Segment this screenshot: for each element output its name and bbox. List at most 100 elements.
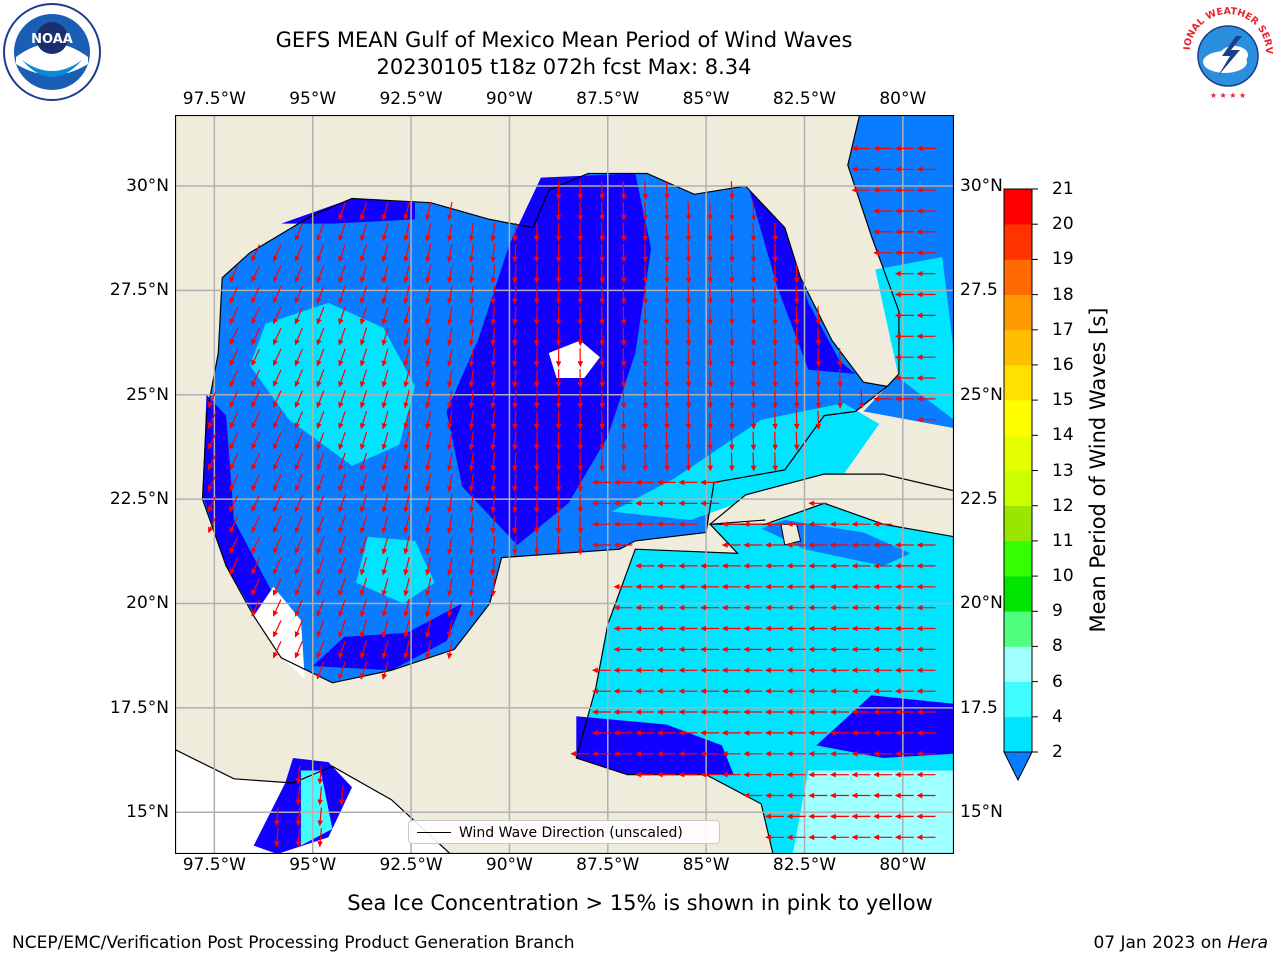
wave-direction-arrow-head: [765, 583, 771, 590]
lat-tick-label-right: 22.5: [960, 489, 998, 510]
wave-direction-arrow-head: [403, 590, 409, 597]
colorbar-band: [1004, 435, 1032, 471]
wave-direction-arrow-head: [533, 402, 540, 409]
wave-direction-arrow-head: [338, 381, 344, 388]
lat-tick-label-right: 17.5: [960, 697, 998, 718]
wave-direction-arrow-head: [613, 500, 620, 507]
wave-direction-arrow-head: [591, 688, 598, 694]
wave-direction-arrow-head: [916, 396, 923, 402]
wave-direction-arrow-head: [425, 569, 431, 576]
wave-direction-arrow-head: [916, 416, 923, 423]
wave-direction-arrow-head: [743, 792, 750, 799]
wave-direction-arrow-head: [294, 318, 300, 325]
noaa-logo-text: NOAA: [31, 32, 73, 47]
wave-direction-arrow-head: [403, 360, 409, 367]
wave-direction-arrow-head: [316, 673, 322, 680]
wave-direction-arrow-head: [490, 423, 497, 430]
wave-direction-arrow-head: [317, 799, 323, 806]
wave-direction-arrow-head: [721, 542, 728, 548]
deep-blue-east-gulf: [446, 173, 652, 545]
nws-logo: NATIONAL WEATHER SERVICE ★ ★ ★ ★: [1178, 2, 1275, 100]
wave-direction-arrow-head: [403, 527, 409, 534]
wave-direction-arrow-head: [916, 312, 923, 319]
wave-direction-arrow-head: [678, 604, 685, 611]
wave-direction-arrow-head: [577, 549, 584, 555]
wave-direction-arrow-head: [815, 382, 822, 388]
wave-direction-arrow-head: [229, 422, 235, 429]
wave-direction-arrow-head: [729, 319, 735, 326]
wave-direction-arrow-head: [294, 589, 300, 596]
wave-direction-arrow-head: [613, 583, 620, 590]
colorbar-tick-label: 9: [1052, 601, 1063, 622]
wave-direction-arrow-head: [294, 505, 300, 513]
lat-tick-label-right: 30°N: [960, 175, 1003, 196]
wave-direction-arrow-head: [873, 542, 880, 548]
wave-direction-arrow-head: [894, 813, 901, 820]
wave-direction-arrow-head: [555, 194, 562, 201]
wave-direction-arrow-head: [381, 652, 388, 659]
wave-direction-arrow-head: [359, 631, 366, 638]
wave-direction-arrow-head: [425, 235, 431, 242]
wave-direction-arrow-head: [894, 187, 901, 193]
wave-direction-arrow-head: [678, 625, 685, 632]
wave-direction-arrow-head: [837, 361, 843, 368]
wave-direction-arrow-head: [338, 297, 344, 304]
wave-direction-arrow-head: [403, 610, 409, 618]
wave-direction-arrow-head: [793, 298, 800, 305]
wave-direction-arrow-head: [772, 382, 778, 388]
wave-direction-arrow-head: [599, 340, 605, 347]
wave-direction-arrow-head: [829, 792, 836, 799]
wave-direction-arrow-head: [808, 521, 815, 527]
wave-direction-arrow-head: [916, 730, 923, 736]
wave-direction-arrow-head: [512, 235, 518, 242]
wave-direction-arrow-head: [555, 507, 562, 514]
pacific-wind-waves-core: [300, 770, 333, 846]
wave-direction-arrow-head: [750, 423, 757, 430]
wave-direction-arrow-head: [851, 750, 858, 757]
lat-tick-label-left: 27.5°N: [109, 280, 169, 301]
wave-direction-arrow-head: [873, 813, 880, 820]
wave-direction-arrow-head: [599, 319, 605, 326]
wave-direction-arrow-head: [916, 583, 923, 590]
colorbar-tick-label: 8: [1052, 636, 1063, 657]
wave-direction-arrow-head: [229, 317, 235, 325]
wave-direction-arrow-head: [468, 381, 475, 388]
wave-direction-arrow-head: [468, 319, 475, 326]
wave-direction-arrow-head: [468, 360, 475, 368]
wave-direction-arrow-head: [851, 187, 858, 193]
map-panel[interactable]: [175, 115, 954, 854]
wave-direction-arrow-head: [894, 375, 901, 381]
wave-direction-arrow-head: [743, 646, 750, 653]
wave-direction-arrow-head: [837, 382, 843, 388]
wave-direction-arrow-head: [272, 568, 279, 575]
wave-direction-arrow-head: [829, 688, 836, 694]
wave-direction-arrow-head: [555, 382, 562, 388]
wave-direction-arrow-head: [490, 507, 497, 514]
wave-direction-arrow-head: [635, 563, 642, 569]
wave-direction-arrow-head: [685, 214, 692, 221]
wave-direction-arrow-head: [743, 688, 750, 694]
wave-direction-arrow-head: [894, 709, 901, 715]
map-canvas[interactable]: [175, 115, 954, 854]
wave-direction-arrow-head: [468, 235, 475, 242]
wave-direction-arrow-head: [678, 688, 685, 694]
wave-direction-arrow-head: [873, 646, 880, 653]
wave-direction-arrow-head: [446, 381, 453, 388]
wave-direction-arrow-head: [873, 771, 880, 778]
wave-direction-arrow-head: [229, 276, 235, 283]
wave-direction-arrow-head: [490, 381, 497, 388]
wave-direction-arrow-head: [685, 382, 692, 388]
legend-label: Wind Wave Direction (unscaled): [459, 825, 683, 841]
colorbar-band: [1004, 611, 1032, 647]
wave-direction-arrow-head: [446, 235, 453, 242]
wave-direction-arrow-head: [359, 485, 366, 492]
wave-direction-arrow-head: [208, 422, 214, 429]
wave-direction-arrow-head: [555, 277, 562, 284]
wave-direction-arrow-head: [743, 771, 750, 778]
wave-direction-arrow-head: [294, 485, 300, 492]
wave-direction-arrow-head: [294, 401, 300, 409]
lon-tick-label-top: 87.5°W: [576, 89, 640, 109]
wave-direction-arrow-head: [750, 256, 757, 263]
wave-direction-arrow-head: [490, 444, 497, 451]
wave-direction-arrow-head: [359, 235, 366, 242]
